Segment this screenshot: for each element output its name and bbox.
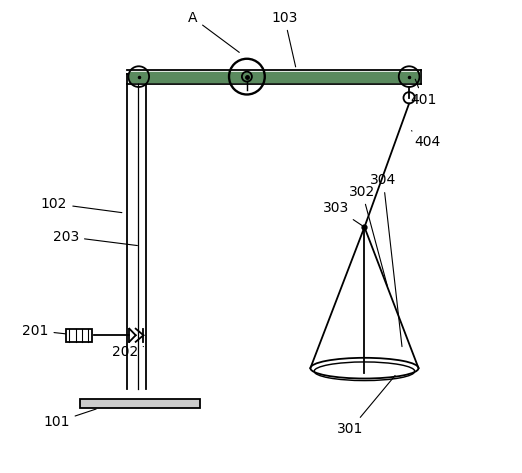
Bar	[80, 399, 200, 408]
Text: 202: 202	[112, 345, 144, 359]
Text: 101: 101	[43, 409, 96, 429]
Text: 401: 401	[410, 79, 436, 107]
Text: 103: 103	[271, 11, 298, 67]
Text: 304: 304	[370, 173, 402, 347]
Text: 404: 404	[411, 131, 441, 149]
Text: A: A	[188, 11, 239, 53]
Text: 102: 102	[41, 197, 122, 213]
Text: 201: 201	[22, 324, 76, 338]
Text: 301: 301	[337, 376, 395, 436]
Text: 302: 302	[349, 185, 387, 286]
Bar	[66, 329, 92, 342]
Text: 303: 303	[323, 201, 362, 226]
Text: 203: 203	[53, 229, 137, 245]
